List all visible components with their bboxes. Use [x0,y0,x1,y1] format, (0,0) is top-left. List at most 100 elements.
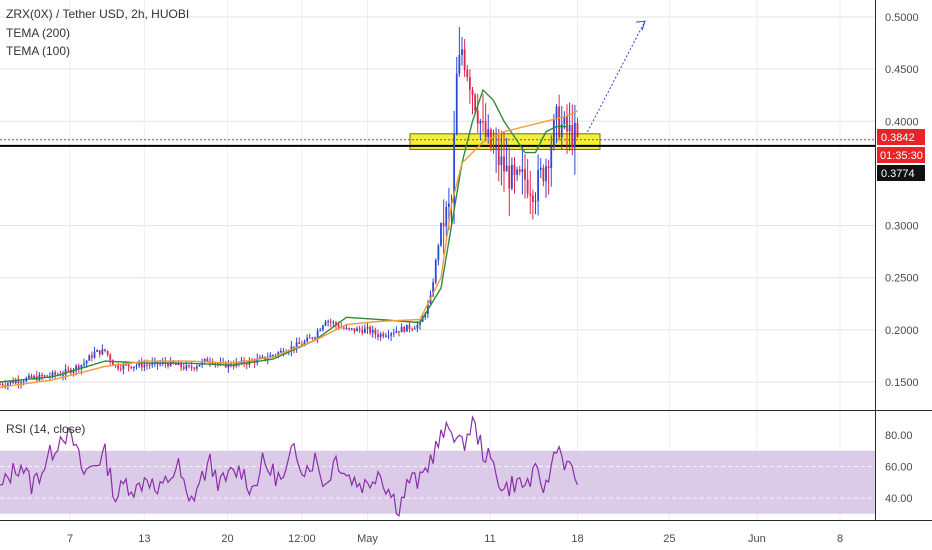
candle-body [374,329,377,335]
rsi-line [0,415,579,518]
candle-body [482,120,484,122]
time-tick-label: 12:00 [288,533,316,545]
candle-body [524,169,526,180]
price-tick-label: 0.4500 [885,64,919,76]
candle-body [379,333,382,338]
tema-200-legend[interactable]: TEMA (200) [6,26,70,40]
candle-body [408,324,411,329]
tema-100-line [0,110,578,388]
time-tick-label: 8 [837,533,843,545]
candle-body [290,346,293,352]
chart-title: ZRX(0X) / Tether USD, 2h, HUOBI [6,7,189,21]
candle-body [17,380,20,384]
candle-body [125,364,127,366]
rsi-grid [0,434,875,499]
candle-body [306,337,309,342]
candle-body [132,366,135,369]
candle-body [143,364,146,368]
candle-body [335,322,337,325]
candle-body [41,374,43,377]
rsi-legend[interactable]: RSI (14, close) [6,422,85,436]
rsi-tick-label: 40.00 [885,493,913,505]
time-tick-label: 25 [663,533,675,545]
candle-body [382,333,385,337]
candle-body [539,167,542,171]
tema-100-legend[interactable]: TEMA (100) [6,44,70,58]
candle-body [327,321,330,323]
candle-body [295,342,298,349]
candle-body [198,364,201,367]
candle-body [177,362,180,366]
candle-body [463,49,466,70]
candle-body [59,374,62,376]
candle-body [495,147,498,149]
projection-arrow[interactable] [587,20,646,132]
candle-body [345,328,348,330]
candle-body [321,325,324,330]
candle-body [377,334,379,338]
candle-body [518,169,521,172]
candle-body [230,363,232,366]
candle-body [109,354,112,361]
candle-body [130,366,133,369]
candle-body [46,375,49,377]
candle-body [560,124,563,138]
candle-body [387,335,390,337]
candle-body [432,282,435,296]
candle-body [203,358,206,362]
candle-body [558,106,561,138]
candle-body [83,363,85,365]
candle-body [216,363,219,365]
candle-body [80,364,83,369]
candle-body [117,365,120,369]
candle-body [466,69,469,78]
candle-body [190,366,193,368]
countdown-badge [877,147,925,163]
candle-body [245,363,248,365]
candle-body [531,195,534,203]
candle-body [277,352,280,356]
candle-body [219,362,222,364]
time-axis[interactable]: 7 13 20 12:00 May 11 18 25 Jun 8 [67,533,843,545]
candle-body [135,365,138,367]
level-badge [877,165,925,181]
candle-body [384,335,387,337]
price-tick-label: 0.2500 [885,273,919,285]
candle-body [188,365,190,367]
price-grid [0,0,875,520]
candle-body [442,222,445,227]
candle-body [272,355,274,357]
candle-body [72,370,75,373]
time-tick-label: 13 [138,533,150,545]
candle-body [104,349,106,351]
candle-body [298,342,301,345]
candle-body [342,327,345,329]
candle-body [146,364,148,366]
candle-body [266,357,269,360]
rsi-scale[interactable]: 80.00 60.00 40.00 [885,430,913,505]
candle-body [526,179,529,194]
time-tick-label: 18 [571,533,583,545]
candle-body [547,166,550,169]
candle-body [258,357,261,359]
candle-body [119,368,122,370]
candle-body [437,245,440,261]
price-tick-label: 0.3000 [885,221,919,233]
candle-body [337,324,340,328]
price-scale[interactable]: 0.5000 0.4500 0.4000 0.3000 0.2500 0.2000 0.15… [885,12,919,389]
candle-body [358,328,361,330]
rsi-tick-label: 80.00 [885,430,913,442]
candle-body [85,360,88,364]
candle-body [111,360,114,365]
candle-body [232,365,235,367]
candle-body [293,346,295,349]
price-pane[interactable] [0,0,875,410]
time-tick-label: 7 [67,533,73,545]
candle-body [350,328,353,330]
candle-body [369,326,372,333]
candle-body [424,313,427,318]
candle-body [122,364,125,370]
candle-body [458,54,461,74]
candle-body [167,363,169,367]
